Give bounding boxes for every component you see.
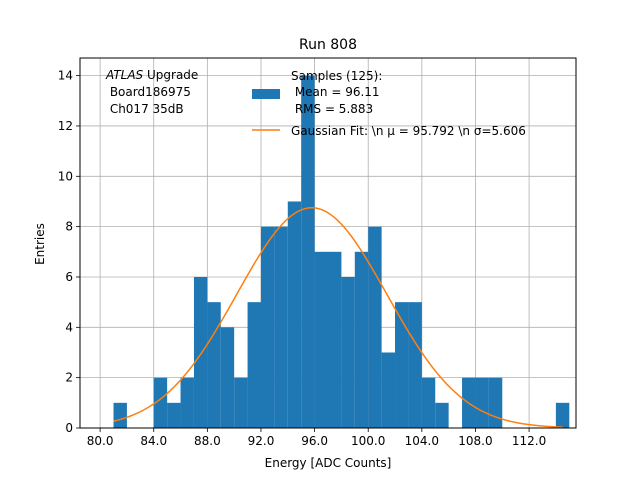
- histogram-bar: [287, 201, 302, 428]
- histogram-bar: [328, 251, 342, 428]
- annotation-line-3: Ch017 35dB: [106, 102, 184, 116]
- histogram-bar: [167, 402, 181, 428]
- histogram-bar: [435, 402, 449, 428]
- y-tick-label: 0: [65, 421, 73, 435]
- y-tick-label: 4: [65, 320, 73, 334]
- annotation-line-1: ATLAS Upgrade: [105, 68, 198, 82]
- histogram-bar: [247, 302, 261, 428]
- histogram-bar: [381, 352, 396, 428]
- histogram-bar: [220, 327, 235, 428]
- histogram-bar: [301, 75, 315, 428]
- annotation-block: ATLAS Upgrade Board186975 Ch017 35dB: [105, 68, 198, 116]
- annotation-upgrade: Upgrade: [143, 68, 198, 82]
- histogram-bar: [354, 251, 369, 428]
- x-tick-label: 92.0: [248, 434, 275, 448]
- histogram-bars: [113, 75, 570, 428]
- histogram-bar: [260, 226, 275, 428]
- histogram-bar: [555, 402, 570, 428]
- histogram-bar: [193, 276, 208, 428]
- y-axis-label: Entries: [33, 223, 47, 265]
- x-tick-label: 104.0: [405, 434, 439, 448]
- x-tick-label: 80.0: [87, 434, 114, 448]
- y-tick-label: 2: [65, 371, 73, 385]
- x-tick-label: 84.0: [140, 434, 167, 448]
- axes-layer: [79, 57, 577, 429]
- x-tick-label: 88.0: [194, 434, 221, 448]
- chart-title: Run 808: [299, 37, 357, 53]
- histogram-bar: [421, 377, 436, 428]
- histogram-bar: [180, 377, 194, 428]
- ticks-layer: 80.0 84.0 88.0 92.0 96.0 100.0 104.0 108.0 112.0…: [58, 69, 547, 448]
- histogram-bar: [408, 302, 422, 428]
- histogram-bar: [368, 226, 382, 428]
- legend-samples-line-2: Mean = 96.11: [291, 85, 380, 99]
- x-tick-label: 96.0: [301, 434, 328, 448]
- histogram-bar: [274, 226, 288, 428]
- y-tick-label: 14: [58, 69, 73, 83]
- gaussian-fit-layer: [113, 207, 563, 428]
- y-tick-label: 8: [65, 220, 73, 234]
- histogram-bar: [488, 377, 503, 428]
- x-tick-label: 108.0: [458, 434, 492, 448]
- y-tick-label: 10: [58, 169, 73, 183]
- x-axis-label: Energy [ADC Counts]: [265, 456, 392, 470]
- plot-frame: [79, 57, 577, 429]
- histogram-bar: [153, 377, 168, 428]
- histogram-bar: [207, 302, 221, 428]
- annotation-line-2: Board186975: [106, 85, 191, 99]
- x-tick-label: 112.0: [512, 434, 546, 448]
- histogram-bar: [395, 302, 409, 428]
- histogram-bar: [314, 251, 328, 428]
- x-tick-label: 100.0: [351, 434, 385, 448]
- histogram-bar: [234, 377, 248, 428]
- legend-patch-samples: [252, 89, 280, 99]
- annotation-atlas: ATLAS: [105, 68, 144, 82]
- legend-samples-line-3: RMS = 5.883: [291, 102, 373, 116]
- histogram-bar: [475, 377, 489, 428]
- legend-samples-line-1: Samples (125):: [291, 69, 382, 83]
- y-tick-label: 6: [65, 270, 73, 284]
- legend-fit-label: Gaussian Fit: \n μ = 95.792 \n σ=5.606: [291, 124, 526, 138]
- histogram-bar: [113, 402, 127, 428]
- histogram-bar: [341, 276, 355, 428]
- gaussian-fit-curve: [113, 207, 563, 428]
- legend: Samples (125): Mean = 96.11 RMS = 5.883 …: [252, 69, 526, 138]
- y-tick-label: 12: [58, 119, 73, 133]
